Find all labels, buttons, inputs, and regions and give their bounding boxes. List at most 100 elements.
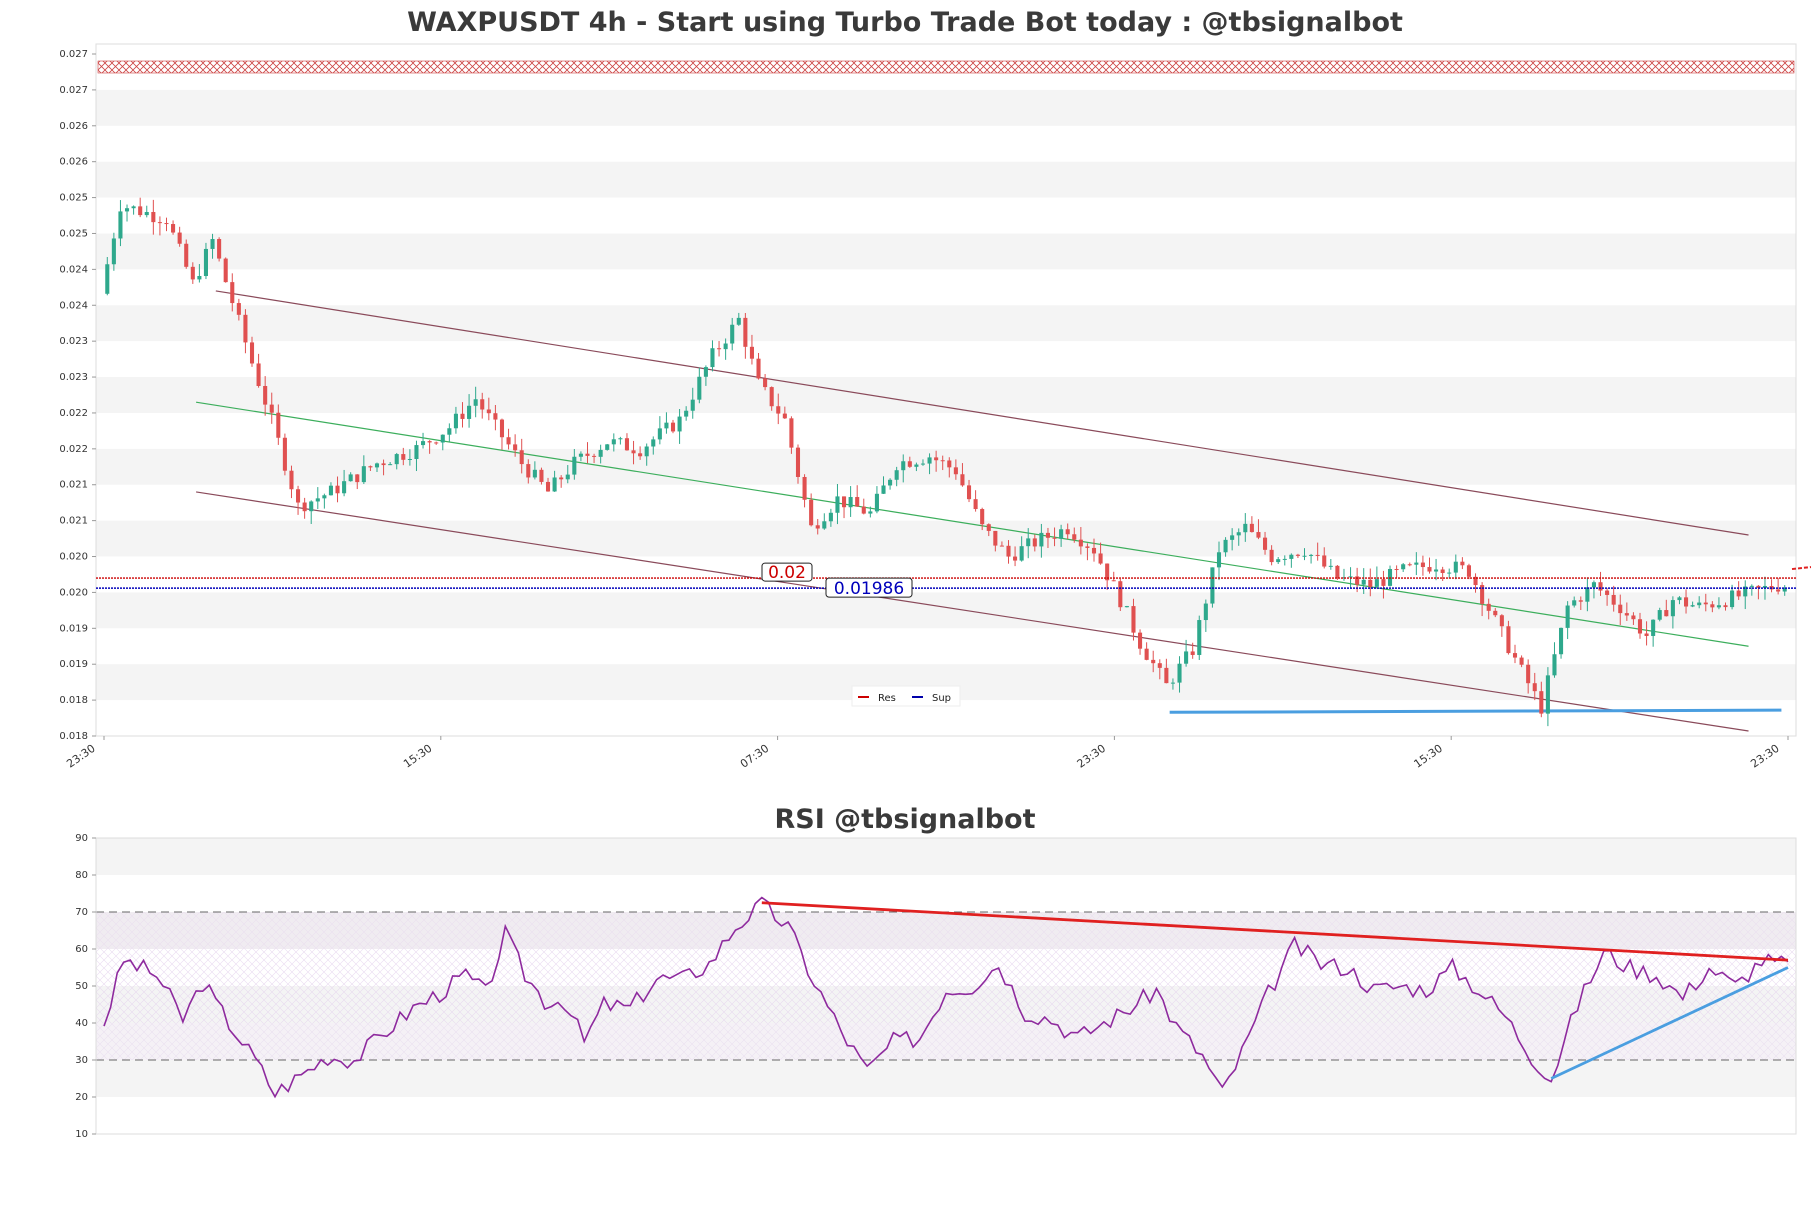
candle-body xyxy=(1361,579,1366,585)
candle-body xyxy=(605,444,610,450)
main-y-tick-label: 0.026 xyxy=(59,121,88,132)
main-band xyxy=(96,161,1796,198)
candle-body xyxy=(670,422,676,432)
candle-body xyxy=(1473,576,1478,586)
candle-body xyxy=(907,461,912,467)
candle-body xyxy=(1572,600,1577,606)
candle-body xyxy=(184,243,189,267)
candle-body xyxy=(920,463,926,465)
candle-body xyxy=(657,428,662,440)
candle-body xyxy=(749,346,754,359)
candle-body xyxy=(1434,569,1439,572)
candle-body xyxy=(315,498,320,502)
candle-body xyxy=(374,463,380,468)
candle-body xyxy=(1611,594,1616,605)
candle-body xyxy=(151,212,156,223)
candle-body xyxy=(881,485,886,494)
candle-body xyxy=(171,224,176,233)
candle-body xyxy=(1453,561,1458,573)
candle-body xyxy=(1045,532,1051,538)
support-label-box xyxy=(825,577,913,598)
candle-body xyxy=(1539,691,1544,714)
legend: Res Sup xyxy=(851,685,961,707)
candle-body xyxy=(1710,604,1715,608)
candle-body xyxy=(782,413,787,419)
candle-body xyxy=(1519,657,1524,665)
candle-body xyxy=(1526,664,1531,684)
candle-body xyxy=(638,453,643,457)
main-band xyxy=(96,233,1796,270)
rsi-band xyxy=(96,1060,1796,1097)
candle-body xyxy=(1065,529,1070,535)
candle-body xyxy=(1302,555,1307,557)
main-x-tick-label: 23:30 xyxy=(1748,742,1781,771)
candle-body xyxy=(1545,675,1550,714)
rsi-upper-zone xyxy=(96,912,1796,949)
candle-body xyxy=(1256,532,1261,538)
candle-body xyxy=(1394,568,1399,570)
candle-body xyxy=(1151,659,1156,664)
candle-body xyxy=(1440,569,1445,573)
main-y-tick-label: 0.018 xyxy=(59,731,88,742)
candle-body xyxy=(1466,565,1472,577)
rsi-y-tick-label: 20 xyxy=(75,1092,88,1103)
candle-body xyxy=(934,457,939,461)
main-y-tick-label: 0.022 xyxy=(59,408,88,419)
candle-body xyxy=(1532,683,1537,692)
candle-body xyxy=(249,342,255,364)
candle-body xyxy=(618,438,623,440)
candle-body xyxy=(1098,553,1103,564)
candle-body xyxy=(282,437,287,471)
candle-body xyxy=(1032,538,1037,547)
candle-body xyxy=(1618,604,1623,614)
rsi-lower-zone xyxy=(96,1023,1796,1060)
candle-body xyxy=(1289,554,1294,559)
candle-body xyxy=(861,506,866,514)
candle-body xyxy=(1105,563,1110,581)
candle-body xyxy=(545,481,551,492)
candle-body xyxy=(526,464,531,478)
candle-body xyxy=(763,378,768,388)
main-y-tick-label: 0.027 xyxy=(59,49,88,60)
candle-body xyxy=(960,474,965,486)
candle-body xyxy=(592,455,597,457)
candle-body xyxy=(1138,632,1143,649)
candle-body xyxy=(717,348,722,350)
candle-body xyxy=(131,206,136,209)
main-y-tick-label: 0.020 xyxy=(59,587,88,598)
candle-body xyxy=(1683,597,1689,607)
main-x-tick-label: 15:30 xyxy=(1411,742,1444,771)
main-y-tick-label: 0.020 xyxy=(59,552,88,563)
candle-body xyxy=(1052,537,1057,539)
candle-body xyxy=(1295,554,1300,556)
candle-body xyxy=(1269,549,1274,563)
main-x-tick-label: 07:30 xyxy=(738,742,771,771)
candle-body xyxy=(506,437,511,445)
candle-body xyxy=(986,524,991,531)
main-y-tick-label: 0.024 xyxy=(59,300,88,311)
candle-body xyxy=(105,264,110,294)
candle-body xyxy=(1072,534,1077,540)
candle-body xyxy=(309,501,314,512)
candle-body xyxy=(539,469,544,482)
candle-body xyxy=(1131,606,1136,633)
candle-body xyxy=(914,464,919,467)
candle-body xyxy=(730,324,735,344)
candle-body xyxy=(532,469,537,478)
candle-body xyxy=(1111,580,1116,582)
candle-body xyxy=(1348,576,1353,578)
candle-body xyxy=(1170,682,1175,684)
main-grid-bands xyxy=(96,89,1796,701)
candle-body xyxy=(710,348,715,368)
candle-body xyxy=(407,458,412,460)
rsi-y-tick-label: 30 xyxy=(75,1055,88,1066)
candle-body xyxy=(611,439,616,445)
candle-body xyxy=(118,211,123,239)
candle-body xyxy=(1118,581,1123,608)
main-x-tick-label: 23:30 xyxy=(64,742,97,771)
candle-body xyxy=(144,212,149,216)
candle-body xyxy=(368,466,373,468)
candle-body xyxy=(855,497,860,507)
candle-body xyxy=(1203,603,1208,621)
candle-body xyxy=(203,248,209,277)
